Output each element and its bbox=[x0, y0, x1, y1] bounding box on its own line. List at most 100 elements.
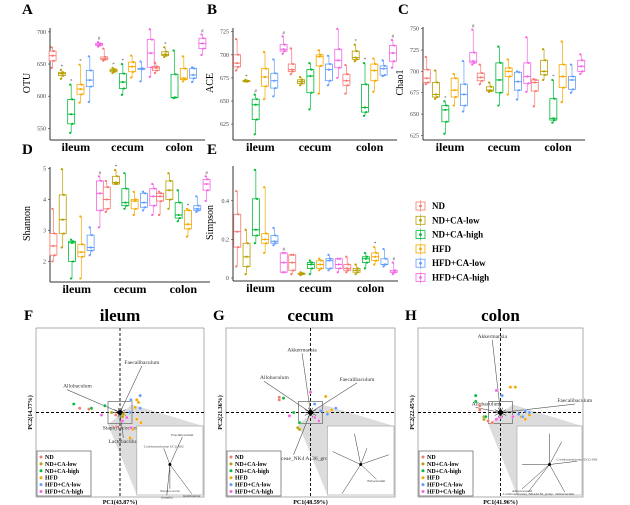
data-point bbox=[291, 261, 294, 264]
pca-legend-label: ND bbox=[45, 455, 54, 461]
inset-loading-arrow bbox=[549, 441, 562, 465]
data-point bbox=[308, 62, 311, 65]
sample-point-ND bbox=[486, 419, 490, 423]
data-point bbox=[61, 74, 65, 77]
data-point bbox=[144, 192, 147, 195]
data-point bbox=[508, 66, 511, 70]
panel-title: ileum bbox=[100, 306, 141, 325]
data-point bbox=[526, 75, 529, 78]
data-point bbox=[134, 207, 137, 210]
data-point bbox=[347, 269, 350, 272]
pca-legend-dot bbox=[421, 483, 425, 487]
box-cecum-HFD+CA-low bbox=[514, 70, 522, 101]
data-point bbox=[391, 51, 395, 55]
box bbox=[351, 50, 360, 60]
data-point bbox=[157, 213, 161, 217]
sample-point-HFD+CA-high bbox=[120, 419, 125, 423]
data-point bbox=[263, 75, 267, 79]
box bbox=[251, 198, 260, 236]
data-point bbox=[125, 204, 128, 207]
data-point bbox=[88, 79, 91, 82]
sample-point-HFD+CA-high bbox=[124, 415, 129, 420]
y-axis-label: PC2(21.36%) bbox=[217, 395, 224, 430]
box bbox=[325, 63, 333, 82]
data-point bbox=[253, 168, 256, 171]
data-point bbox=[308, 259, 311, 262]
box bbox=[306, 69, 315, 94]
data-point bbox=[274, 72, 277, 75]
inset-loading-label: Coriobacteriaceae_UCG-002 bbox=[557, 457, 598, 461]
box-ileum-HFD+CA-low bbox=[86, 226, 95, 257]
data-point bbox=[262, 50, 266, 54]
data-point bbox=[344, 92, 347, 95]
data-point bbox=[309, 263, 312, 266]
data-point bbox=[444, 108, 447, 111]
data-point bbox=[534, 89, 538, 93]
pca-legend: NDND+CA-lowND+CA-highHFDHFD+CA-lowHFD+CA… bbox=[418, 450, 474, 497]
data-point bbox=[462, 93, 466, 96]
data-point bbox=[471, 28, 474, 31]
box-ileum-HFD+CA-low bbox=[270, 226, 279, 247]
data-point bbox=[374, 255, 377, 258]
data-point bbox=[353, 60, 356, 63]
box-cecum-ND bbox=[476, 63, 485, 86]
pca-legend-label: HFD+CA-low bbox=[235, 483, 271, 489]
box-ileum-ND+CA-high bbox=[251, 168, 260, 245]
data-point bbox=[464, 83, 467, 86]
boxplot-panel-C: C 625 650 675 700 725 750 Chao1 ileum * # cecum colo… bbox=[395, 2, 586, 154]
data-point bbox=[80, 251, 83, 254]
box-ileum-HFD bbox=[450, 72, 459, 107]
data-point bbox=[96, 45, 100, 48]
data-point bbox=[274, 86, 277, 90]
data-point bbox=[90, 249, 93, 252]
data-point bbox=[176, 189, 179, 192]
data-point bbox=[281, 52, 284, 55]
data-point bbox=[433, 69, 437, 72]
data-point bbox=[151, 182, 154, 186]
y-tick-label: 600 bbox=[37, 94, 46, 100]
data-point bbox=[424, 83, 427, 86]
data-point bbox=[551, 78, 554, 82]
sample-point-ND+CA-high bbox=[89, 406, 94, 411]
data-point bbox=[329, 79, 332, 82]
origin-point bbox=[308, 410, 313, 415]
data-point bbox=[59, 77, 62, 80]
significance-mark: # bbox=[282, 31, 285, 36]
box-colon-ND bbox=[152, 61, 160, 75]
box-cecum-ND bbox=[288, 253, 297, 276]
data-point bbox=[391, 261, 394, 264]
data-point bbox=[265, 85, 268, 88]
inset-loading-label: Coriobacteriaceae UCG-002 bbox=[144, 444, 184, 448]
data-point bbox=[354, 273, 357, 276]
inset-loading-label: Romboutsia bbox=[183, 494, 200, 498]
data-point bbox=[78, 101, 81, 104]
data-point bbox=[174, 73, 177, 76]
sample-point-ND bbox=[114, 413, 118, 417]
box-cecum-ND+CA-low bbox=[297, 75, 305, 87]
data-point bbox=[464, 104, 467, 107]
box bbox=[279, 44, 288, 52]
x-tick-label-colon: colon bbox=[356, 140, 384, 154]
data-point bbox=[245, 255, 248, 258]
data-point bbox=[533, 81, 536, 84]
data-point bbox=[200, 33, 203, 36]
loading-arrow bbox=[119, 365, 143, 413]
data-point bbox=[81, 255, 84, 258]
data-point bbox=[532, 105, 535, 108]
loading-label: Allobaculum bbox=[260, 375, 289, 381]
data-point bbox=[169, 198, 172, 201]
box bbox=[85, 70, 94, 87]
data-point bbox=[291, 70, 295, 73]
box-colon-HFD+CA-high: # bbox=[389, 258, 398, 276]
pca-legend-dot bbox=[229, 455, 233, 459]
data-point bbox=[141, 67, 144, 70]
box-ileum-HFD+CA-low bbox=[85, 55, 94, 104]
data-point bbox=[299, 80, 303, 83]
data-point bbox=[283, 50, 286, 53]
box-colon-ND+CA-high: * bbox=[549, 75, 558, 124]
sample-point-ND bbox=[490, 420, 494, 425]
data-point bbox=[100, 209, 103, 212]
data-point bbox=[52, 50, 55, 53]
significance-mark: # bbox=[98, 37, 101, 42]
data-point bbox=[236, 230, 239, 233]
